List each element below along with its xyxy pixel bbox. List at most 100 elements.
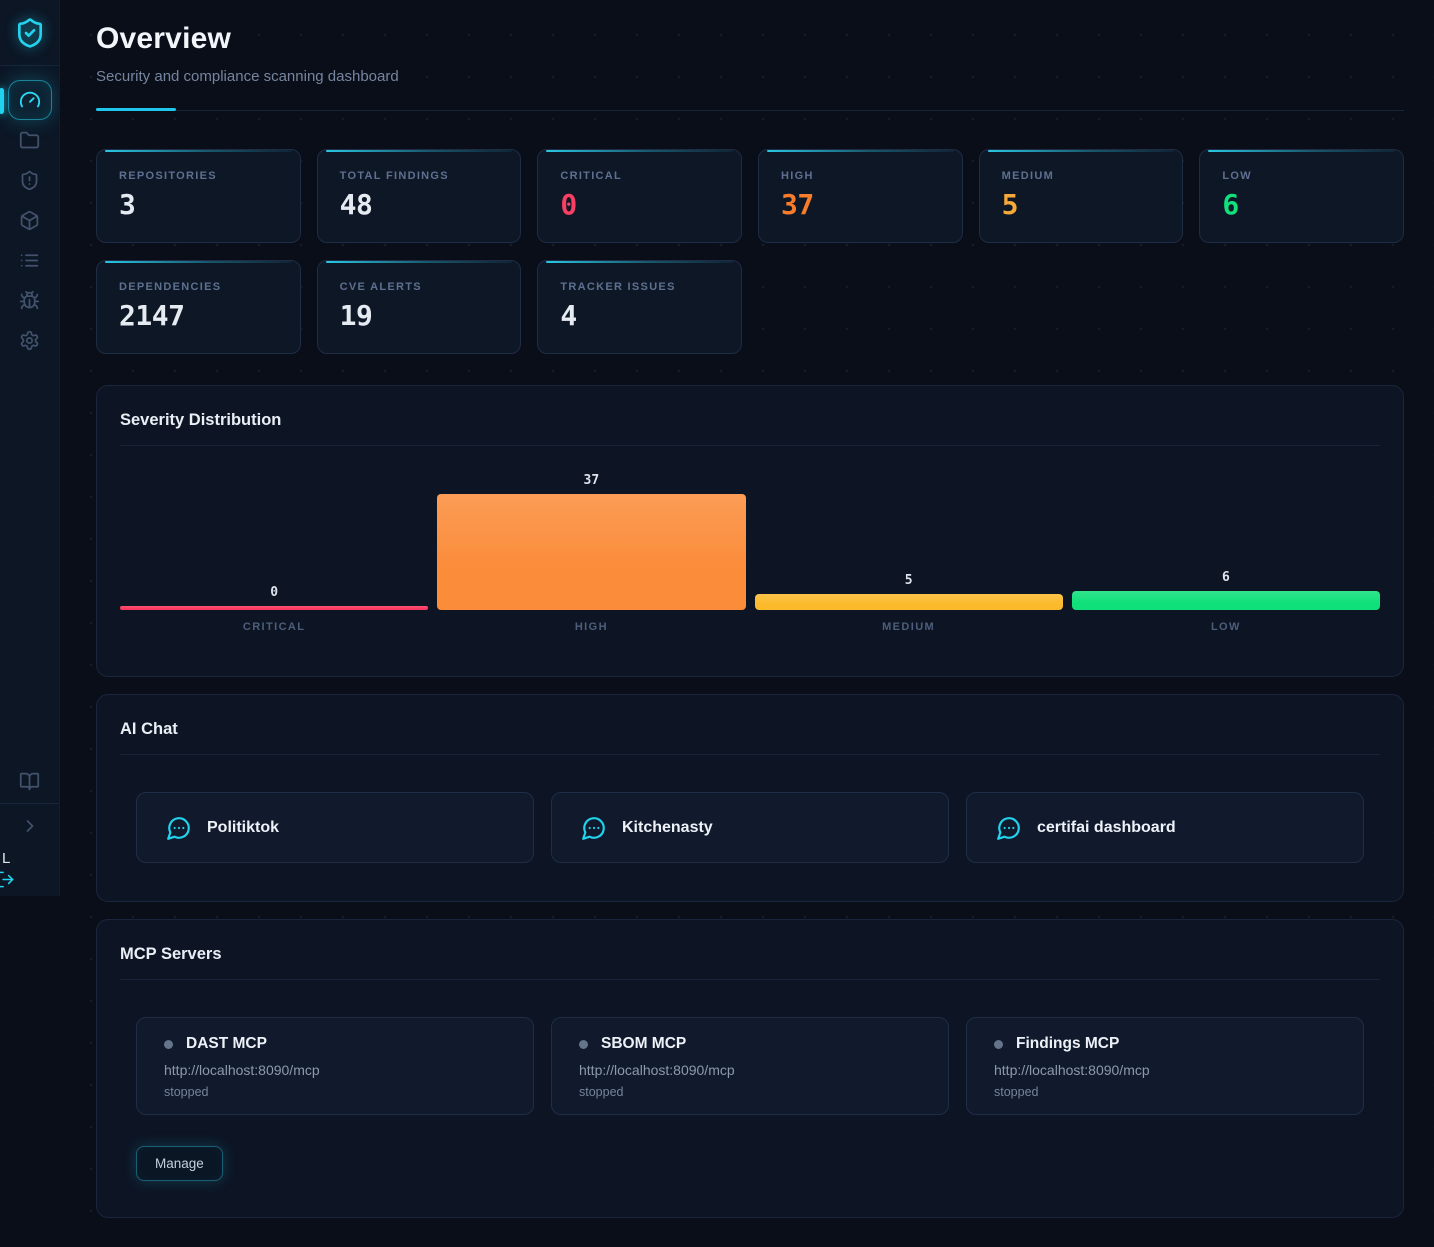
- logout-icon: [0, 871, 14, 888]
- logout-button[interactable]: [0, 870, 59, 894]
- mcp-server-name: SBOM MCP: [601, 1035, 687, 1052]
- mcp-server-card[interactable]: DAST MCP http://localhost:8090/mcp stopped: [136, 1017, 534, 1115]
- ai-chat-section-title: AI Chat: [120, 720, 178, 738]
- stat-value: 4: [560, 299, 577, 332]
- header-divider-line: [96, 110, 1404, 111]
- stat-value: 5: [1001, 188, 1019, 221]
- sidebar-expand-button[interactable]: [8, 806, 52, 846]
- stat-label: REPOSITORIES: [119, 170, 217, 182]
- severity-chart: 0 CRITICAL 37 HIGH 5 MEDIUM 6 LOW: [120, 473, 1380, 634]
- chevron-right-icon: [26, 820, 33, 832]
- mcp-section-divider: [120, 979, 1380, 980]
- mcp-section-title: MCP Servers: [120, 945, 222, 963]
- stat-card: MEDIUM 5: [978, 149, 1184, 243]
- sidebar-footer-divider: [0, 803, 59, 804]
- stat-card-accent: [546, 261, 733, 263]
- server-status-dot: [164, 1039, 173, 1049]
- stat-label: CVE ALERTS: [339, 281, 422, 293]
- sidebar-item-dashboard[interactable]: [7, 80, 52, 120]
- sidebar-item-dependencies[interactable]: [8, 200, 52, 240]
- ai-chat-section-divider: [120, 754, 1380, 755]
- chart-bar: [437, 494, 746, 610]
- page-title: Overview: [96, 22, 232, 55]
- sidebar: L: [0, 0, 60, 896]
- severity-section: Severity Distribution 0 CRITICAL 37 HIGH 5 ME…: [96, 385, 1404, 677]
- chart-column: 0 CRITICAL: [120, 585, 429, 634]
- ai-chat-section: AI Chat Politiktok Kitchenasty certifai da…: [96, 694, 1404, 902]
- mcp-server-head: Findings MCP: [994, 1035, 1336, 1053]
- manage-button[interactable]: Manage: [136, 1146, 223, 1181]
- chat-bubble-icon: [167, 816, 190, 840]
- sidebar-item-cve[interactable]: [8, 280, 52, 320]
- stat-card: TOTAL FINDINGS 48: [316, 149, 522, 243]
- sidebar-item-repositories[interactable]: [8, 120, 52, 160]
- mcp-server-status: stopped: [164, 1085, 209, 1099]
- mcp-server-head: SBOM MCP: [579, 1035, 921, 1053]
- stat-label: CRITICAL: [560, 170, 623, 182]
- mcp-server-head: DAST MCP: [164, 1035, 506, 1053]
- chat-bubble-icon: [582, 816, 605, 840]
- chat-bubble-icon: [997, 816, 1020, 840]
- mcp-server-card[interactable]: SBOM MCP http://localhost:8090/mcp stopped: [551, 1017, 949, 1115]
- chart-bar-value: 5: [904, 573, 913, 588]
- mcp-server-url: http://localhost:8090/mcp: [579, 1062, 735, 1078]
- stat-value: 37: [781, 188, 814, 221]
- bug-icon: [19, 290, 40, 309]
- stat-card-accent: [1208, 150, 1395, 152]
- gear-icon: [20, 330, 39, 350]
- ai-chat-cards: Politiktok Kitchenasty certifai dashboard: [136, 792, 1364, 863]
- stat-card-accent: [325, 261, 513, 263]
- sidebar-nav: [0, 80, 59, 360]
- stat-card: CRITICAL 0: [537, 149, 742, 243]
- mcp-servers-section: MCP Servers DAST MCP http://localhost:809…: [96, 919, 1404, 1218]
- stat-value: 48: [339, 188, 373, 221]
- chart-category-label: MEDIUM: [882, 621, 936, 633]
- chart-column: 37 HIGH: [437, 473, 746, 634]
- chart-bar: [120, 606, 429, 610]
- chart-category-label: HIGH: [574, 621, 608, 633]
- stat-card-accent: [987, 150, 1175, 152]
- folder-icon: [19, 131, 40, 148]
- chart-bar-value: 6: [1221, 570, 1230, 585]
- ai-chat-card[interactable]: certifai dashboard: [966, 792, 1364, 863]
- chart-category-label: CRITICAL: [242, 621, 306, 633]
- sidebar-item-issues[interactable]: [8, 240, 52, 280]
- stat-label: DEPENDENCIES: [119, 281, 222, 293]
- mcp-server-url: http://localhost:8090/mcp: [164, 1062, 320, 1078]
- ai-chat-card-label: Politiktok: [207, 818, 280, 836]
- stat-card: LOW 6: [1199, 149, 1404, 243]
- stat-card-accent: [105, 261, 292, 263]
- stat-card-accent: [546, 150, 733, 152]
- severity-section-title: Severity Distribution: [120, 411, 282, 429]
- book-open-icon: [19, 772, 40, 790]
- ai-chat-card[interactable]: Politiktok: [136, 792, 534, 863]
- stat-card: HIGH 37: [758, 149, 963, 243]
- stat-card: DEPENDENCIES 2147: [96, 260, 301, 354]
- ai-chat-card[interactable]: Kitchenasty: [551, 792, 949, 863]
- stat-value: 19: [339, 299, 373, 332]
- mcp-server-status: stopped: [579, 1085, 624, 1099]
- stat-label: LOW: [1222, 170, 1252, 182]
- main-content: Overview Security and compliance scannin…: [60, 0, 1434, 1247]
- app-logo: [0, 0, 59, 66]
- chart-bar-value: 0: [270, 585, 279, 600]
- chart-category-label: LOW: [1210, 621, 1241, 633]
- stat-card: CVE ALERTS 19: [316, 260, 522, 354]
- header-divider: [96, 108, 1404, 111]
- chart-bar: [754, 594, 1063, 610]
- mcp-server-name: Findings MCP: [1016, 1035, 1120, 1052]
- sidebar-footer: L: [0, 761, 59, 896]
- sidebar-item-docs[interactable]: [8, 761, 52, 801]
- chart-bar: [1071, 591, 1380, 610]
- stat-card: TRACKER ISSUES 4: [537, 260, 742, 354]
- mcp-server-cards: DAST MCP http://localhost:8090/mcp stopped…: [136, 1017, 1364, 1115]
- gauge-icon: [19, 91, 40, 108]
- stat-value: 0: [560, 188, 577, 221]
- shield-alert-icon: [21, 170, 38, 190]
- chart-column: 6 LOW: [1071, 570, 1380, 634]
- mcp-server-card[interactable]: Findings MCP http://localhost:8090/mcp sto…: [966, 1017, 1364, 1115]
- sidebar-item-findings[interactable]: [8, 160, 52, 200]
- chart-column: 5 MEDIUM: [754, 573, 1063, 634]
- package-icon: [20, 210, 39, 230]
- sidebar-item-settings[interactable]: [8, 320, 52, 360]
